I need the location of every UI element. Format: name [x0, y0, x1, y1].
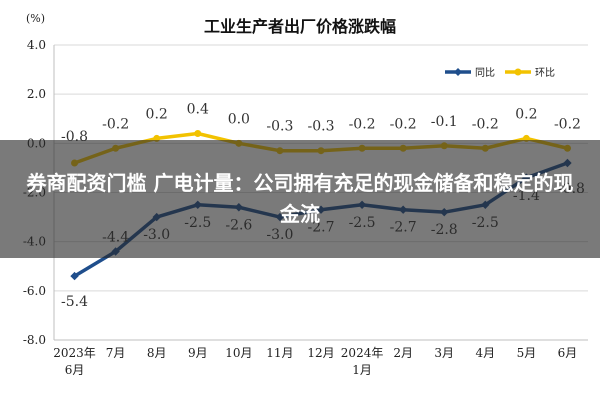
mom-point: [194, 130, 202, 137]
mom-data-label: -0.1: [431, 114, 458, 130]
y-tick-label: -6.0: [23, 284, 46, 298]
y-unit-label: (%): [26, 12, 45, 25]
y-tick-label: -8.0: [23, 333, 46, 347]
y-tick-label: 4.0: [27, 38, 46, 52]
x-tick-label: 11月: [266, 346, 293, 360]
mom-data-label: -0.3: [266, 119, 293, 135]
legend-label-yoy: 同比: [475, 67, 495, 79]
mom-data-label: -0.2: [349, 116, 376, 132]
mom-data-label: 0.0: [228, 111, 250, 127]
legend-label-mom: 环比: [535, 67, 555, 79]
mom-data-label: -0.3: [308, 119, 335, 135]
x-tick-label: 7月: [106, 346, 126, 360]
chart-title: 工业生产者出厂价格涨跌幅: [204, 17, 396, 36]
x-tick-label: 12月: [307, 346, 334, 360]
mom-data-label: -0.2: [102, 116, 129, 132]
x-tick-label: 6月: [558, 346, 578, 360]
x-tick-label: 3月: [434, 346, 454, 360]
headline-text: 券商配资门槛 广电计量：公司拥有充足的现金储备和稳定的现金流: [26, 171, 574, 226]
x-tick-label: 4月: [475, 346, 495, 360]
x-tick-label: 9月: [188, 346, 208, 360]
mom-data-label: 0.4: [187, 102, 209, 118]
x-tick-label: 2月: [393, 346, 413, 360]
y-tick-label: 2.0: [27, 87, 46, 101]
mom-data-label: -0.2: [554, 116, 581, 132]
mom-data-label: -0.2: [472, 116, 499, 132]
x-tick-label: 2024年 1月: [341, 346, 384, 377]
x-tick-label: 2023年 6月: [53, 346, 96, 377]
legend-marker-yoy: [454, 68, 462, 76]
headline-banner: 券商配资门槛 广电计量：公司拥有充足的现金储备和稳定的现金流: [0, 140, 600, 258]
x-tick-label: 5月: [517, 346, 537, 360]
x-tick-label: 10月: [225, 346, 252, 360]
legend: 同比 环比: [445, 67, 555, 79]
mom-data-label: -0.2: [390, 116, 417, 132]
mom-data-label: 0.2: [515, 106, 537, 122]
x-tick-label: 8月: [147, 346, 167, 360]
yoy-point: [70, 271, 79, 281]
legend-marker-mom: [514, 68, 522, 76]
mom-data-label: 0.2: [146, 106, 168, 122]
yoy-data-label: -5.4: [61, 294, 88, 310]
